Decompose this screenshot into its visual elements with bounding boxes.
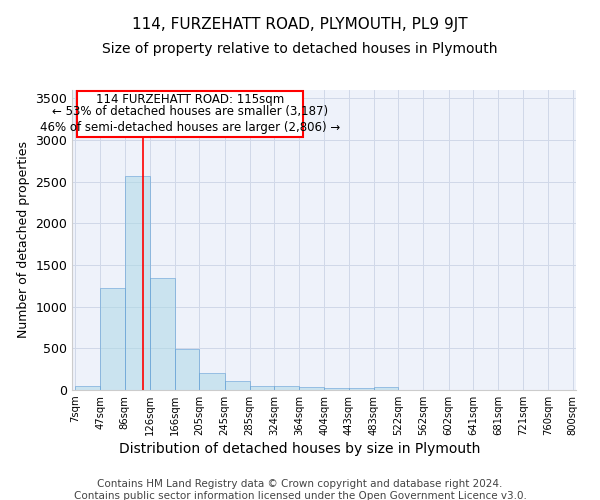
Bar [77,91,303,136]
Bar [150,278,175,390]
Text: Size of property relative to detached houses in Plymouth: Size of property relative to detached ho… [102,42,498,56]
Bar [274,386,299,390]
Text: ← 53% of detached houses are smaller (3,187): ← 53% of detached houses are smaller (3,… [52,105,328,118]
Bar [325,388,349,390]
Bar [100,288,125,390]
Text: 46% of semi-detached houses are larger (2,806) →: 46% of semi-detached houses are larger (… [40,120,340,134]
Text: Distribution of detached houses by size in Plymouth: Distribution of detached houses by size … [119,442,481,456]
Bar [349,388,374,390]
Bar [374,387,398,390]
Bar [125,176,150,390]
Text: Contains public sector information licensed under the Open Government Licence v3: Contains public sector information licen… [74,491,526,500]
Y-axis label: Number of detached properties: Number of detached properties [17,142,30,338]
Text: 114, FURZEHATT ROAD, PLYMOUTH, PL9 9JT: 114, FURZEHATT ROAD, PLYMOUTH, PL9 9JT [132,18,468,32]
Bar [224,381,250,390]
Bar [175,349,199,390]
Text: Contains HM Land Registry data © Crown copyright and database right 2024.: Contains HM Land Registry data © Crown c… [97,479,503,489]
Bar [299,386,325,390]
Bar [250,386,274,390]
Text: 114 FURZEHATT ROAD: 115sqm: 114 FURZEHATT ROAD: 115sqm [96,92,284,106]
Bar [75,386,100,390]
Bar [199,374,224,390]
